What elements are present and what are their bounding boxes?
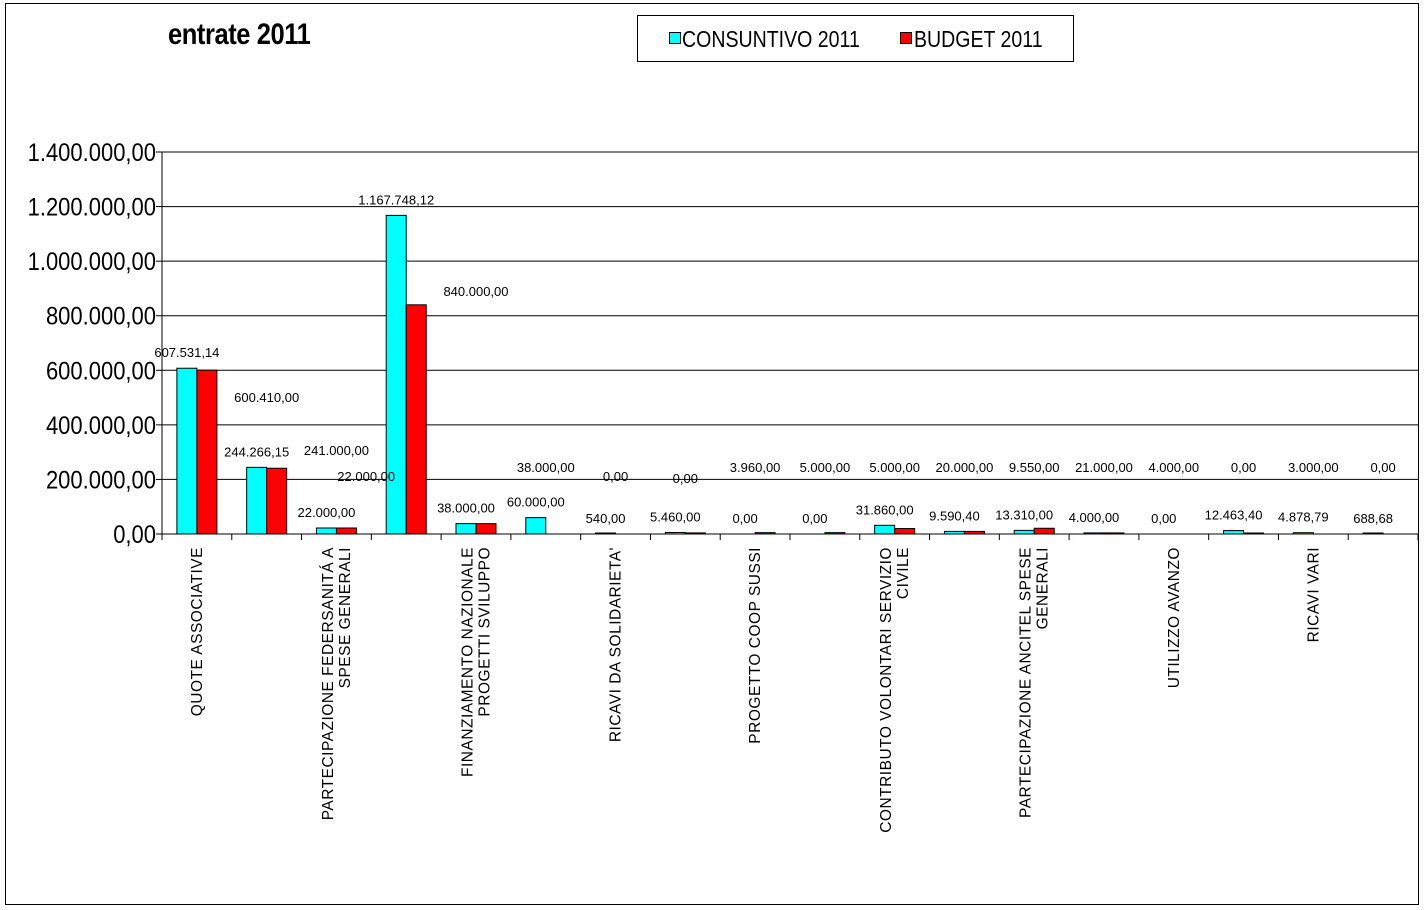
data-label-consuntivo: 12.463,40 [1205, 508, 1263, 523]
data-label-budget: 600.410,00 [234, 390, 299, 405]
legend-swatch-consuntivo [669, 32, 681, 44]
bar-consuntivo [455, 523, 477, 535]
category-label: RICAVI DA SOLIDARIETA' [608, 547, 625, 742]
bar-budget [963, 530, 985, 535]
legend-label-budget: BUDGET 2011 [914, 26, 1043, 52]
data-label-consuntivo: 688,68 [1353, 511, 1393, 526]
bar-consuntivo [1223, 530, 1245, 535]
category-label: QUOTE ASSOCIATIVE [189, 547, 206, 716]
y-tick-label: 1.400.000,00 [28, 139, 156, 167]
data-label-consuntivo: 0,00 [732, 511, 757, 526]
category-label: PARTECIPAZIONE ANCITEL SPESE [1018, 547, 1035, 818]
y-tick-label: 200.000,00 [46, 466, 156, 494]
y-tick-label: 400.000,00 [46, 412, 156, 440]
category-label: RICAVI VARI [1305, 547, 1322, 642]
bar-consuntivo [595, 532, 617, 535]
bar-consuntivo [943, 530, 965, 535]
data-label-consuntivo: 22.000,00 [298, 505, 356, 520]
bar-budget [266, 467, 288, 535]
bar-consuntivo [315, 527, 337, 535]
data-label-budget: 38.000,00 [517, 460, 575, 475]
legend-swatch-budget [900, 32, 912, 44]
category-label: PARTECIPAZIONE FEDERSANITÁ A [320, 547, 337, 820]
bar-consuntivo [874, 524, 896, 535]
y-tick-label: 800.000,00 [46, 302, 156, 330]
bar-consuntivo [1292, 532, 1314, 535]
data-label-budget: 5.000,00 [869, 460, 920, 475]
bar-budget [475, 523, 497, 535]
data-label-consuntivo: 38.000,00 [437, 501, 495, 516]
data-label-consuntivo: 244.266,15 [224, 444, 289, 459]
data-label-budget: 9.550,00 [1009, 460, 1060, 475]
bar-consuntivo [246, 466, 268, 535]
data-label-budget: 840.000,00 [443, 284, 508, 299]
bar-budget [824, 532, 846, 535]
data-label-consuntivo: 5.460,00 [650, 510, 701, 525]
chart-legend: CONSUNTIVO 2011 BUDGET 2011 [637, 15, 1074, 62]
bar-budget [196, 369, 218, 535]
bar-consuntivo [525, 517, 547, 535]
data-label-consuntivo: 31.860,00 [856, 502, 914, 517]
data-label-budget: 0,00 [673, 471, 698, 486]
data-label-budget: 3.960,00 [730, 460, 781, 475]
bar-consuntivo [1013, 529, 1035, 535]
category-label: PROGETTO COOP SUSSI [747, 547, 764, 744]
category-label: CIVILE [895, 547, 912, 599]
bar-budget [1243, 532, 1265, 535]
data-label-consuntivo: 1.167.748,12 [358, 192, 434, 207]
category-label: GENERALI [1035, 547, 1052, 629]
data-label-budget: 241.000,00 [304, 443, 369, 458]
data-label-consuntivo: 0,00 [802, 511, 827, 526]
data-label-consuntivo: 540,00 [586, 511, 626, 526]
y-tick-label: 0,00 [113, 521, 156, 549]
bar-budget [335, 527, 357, 535]
bar-consuntivo [385, 214, 407, 535]
data-label-consuntivo: 4.878,79 [1278, 510, 1329, 525]
data-label-consuntivo: 607.531,14 [154, 345, 219, 360]
legend-label-consuntivo: CONSUNTIVO 2011 [682, 26, 860, 52]
data-label-consuntivo: 4.000,00 [1069, 510, 1120, 525]
data-label-budget: 22.000,00 [337, 469, 395, 484]
data-label-budget: 0,00 [1231, 460, 1256, 475]
data-label-budget: 4.000,00 [1148, 460, 1199, 475]
data-label-consuntivo: 13.310,00 [995, 507, 1053, 522]
bar-budget [894, 528, 916, 535]
category-label: PROGETTI SVILUPPO [477, 547, 494, 717]
data-label-budget: 0,00 [603, 469, 628, 484]
bar-consuntivo [176, 367, 198, 535]
data-label-budget: 21.000,00 [1075, 460, 1133, 475]
bar-budget [405, 304, 427, 535]
data-label-consuntivo: 60.000,00 [507, 495, 565, 510]
data-label-budget: 3.000,00 [1288, 460, 1339, 475]
data-label-budget: 20.000,00 [936, 460, 994, 475]
data-label-budget: 5.000,00 [800, 460, 851, 475]
data-label-consuntivo: 0,00 [1151, 511, 1176, 526]
category-label: UTILIZZO AVANZO [1166, 547, 1183, 688]
y-tick-label: 1.200.000,00 [28, 193, 156, 221]
chart-title: entrate 2011 [168, 18, 311, 51]
category-label: CONTRIBUTO VOLONTARI SERVIZIO [878, 547, 895, 833]
bar-consuntivo [1083, 532, 1105, 535]
bar-budget [754, 532, 776, 535]
data-label-budget: 0,00 [1370, 460, 1395, 475]
y-tick-label: 600.000,00 [46, 357, 156, 385]
bar-consuntivo [1362, 532, 1384, 535]
bar-budget [1103, 532, 1125, 535]
category-label: FINANZIAMENTO NAZIONALE [460, 547, 477, 777]
chart-frame [5, 3, 1419, 905]
bar-budget [1033, 527, 1055, 535]
category-label: SPESE GENERALI [337, 547, 354, 688]
data-label-consuntivo: 9.590,40 [929, 508, 980, 523]
y-tick-label: 1.000.000,00 [28, 248, 156, 276]
bar-budget [684, 532, 706, 535]
bar-consuntivo [664, 532, 686, 535]
